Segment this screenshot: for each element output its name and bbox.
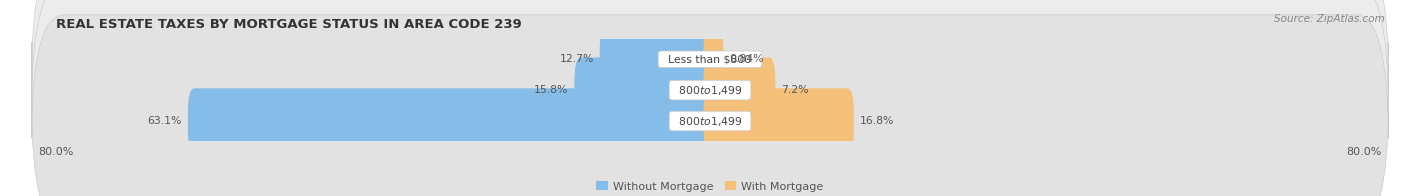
Text: 0.84%: 0.84% <box>730 54 763 64</box>
FancyBboxPatch shape <box>32 0 1388 196</box>
FancyBboxPatch shape <box>575 57 717 123</box>
Text: 7.2%: 7.2% <box>782 85 808 95</box>
Text: $800 to $1,499: $800 to $1,499 <box>672 84 748 97</box>
FancyBboxPatch shape <box>703 57 776 123</box>
Text: $800 to $1,499: $800 to $1,499 <box>672 114 748 128</box>
FancyBboxPatch shape <box>32 15 1388 196</box>
FancyBboxPatch shape <box>188 88 717 154</box>
Text: 12.7%: 12.7% <box>560 54 593 64</box>
Text: 15.8%: 15.8% <box>534 85 568 95</box>
Text: 63.1%: 63.1% <box>148 116 183 126</box>
FancyBboxPatch shape <box>703 26 724 92</box>
Legend: Without Mortgage, With Mortgage: Without Mortgage, With Mortgage <box>596 181 824 192</box>
Text: 16.8%: 16.8% <box>859 116 894 126</box>
FancyBboxPatch shape <box>703 88 853 154</box>
Text: Source: ZipAtlas.com: Source: ZipAtlas.com <box>1274 14 1385 24</box>
FancyBboxPatch shape <box>600 26 717 92</box>
Text: Less than $800: Less than $800 <box>661 54 759 64</box>
FancyBboxPatch shape <box>32 0 1388 165</box>
Text: REAL ESTATE TAXES BY MORTGAGE STATUS IN AREA CODE 239: REAL ESTATE TAXES BY MORTGAGE STATUS IN … <box>56 18 522 31</box>
